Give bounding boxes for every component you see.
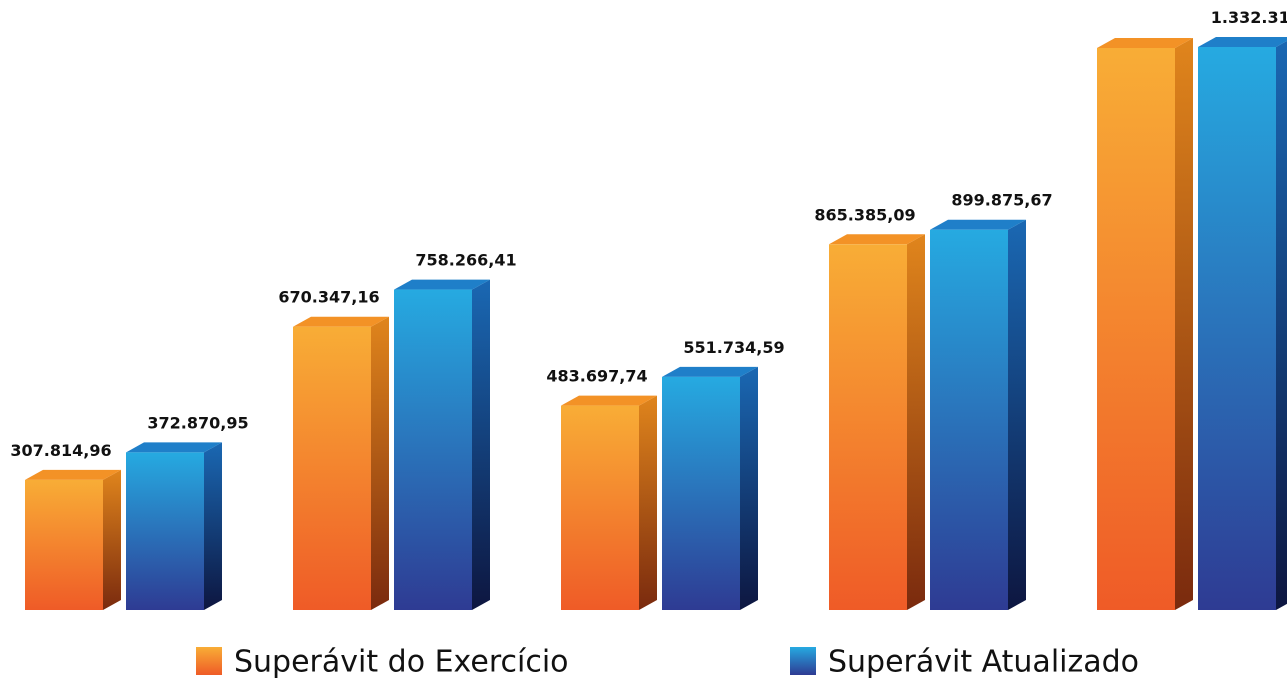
legend-label: Superávit Atualizado	[828, 645, 1139, 678]
bar	[25, 469, 121, 610]
value-label: 899.875,67	[951, 191, 1052, 210]
bar-top	[25, 469, 121, 480]
bar-side	[740, 366, 758, 610]
bar	[1198, 37, 1287, 610]
bar-front	[662, 376, 740, 610]
bar-side	[371, 316, 389, 610]
legend-swatch	[790, 647, 816, 675]
bar-side	[907, 234, 925, 611]
bar-front	[293, 326, 371, 610]
bar-side	[1175, 37, 1193, 611]
bar-top	[662, 366, 758, 377]
bar-side	[1276, 40, 1287, 610]
value-label: 758.266,41	[415, 251, 516, 270]
bar-top	[829, 234, 925, 245]
bar-front	[1097, 47, 1175, 611]
bar-front	[394, 289, 472, 610]
bar	[561, 395, 657, 610]
bar-front	[1198, 47, 1276, 610]
value-label: 670.347,16	[278, 288, 379, 307]
bar-front	[126, 452, 204, 610]
bar	[930, 219, 1026, 610]
bar-side	[472, 279, 490, 610]
bar-side	[1008, 219, 1026, 610]
bar	[829, 234, 925, 611]
bar	[293, 316, 389, 610]
bar-top	[126, 442, 222, 453]
bar-front	[930, 229, 1008, 610]
value-label: 551.734,59	[683, 338, 784, 357]
value-label: 865.385,09	[814, 205, 915, 224]
value-label: 307.814,96	[10, 441, 111, 460]
bar-front	[829, 244, 907, 611]
value-label: 1.332.316,54	[1211, 8, 1287, 27]
bar-top	[293, 316, 389, 327]
bar	[126, 442, 222, 610]
bar-side	[103, 469, 121, 610]
bar-top	[1198, 37, 1287, 47]
bar-top	[561, 395, 657, 406]
bar-top	[1097, 37, 1193, 48]
legend-label: Superávit do Exercício	[234, 645, 569, 678]
value-label: 372.870,95	[147, 413, 248, 432]
bar-side	[639, 395, 657, 610]
bar-top	[394, 279, 490, 290]
value-label: 483.697,74	[546, 367, 647, 386]
bar-front	[561, 405, 639, 610]
bar-side	[204, 442, 222, 610]
legend-swatch	[196, 647, 222, 675]
bar-front	[25, 479, 103, 610]
bar	[394, 279, 490, 610]
bar	[1097, 37, 1193, 611]
bar-top	[930, 219, 1026, 230]
bar	[662, 366, 758, 610]
